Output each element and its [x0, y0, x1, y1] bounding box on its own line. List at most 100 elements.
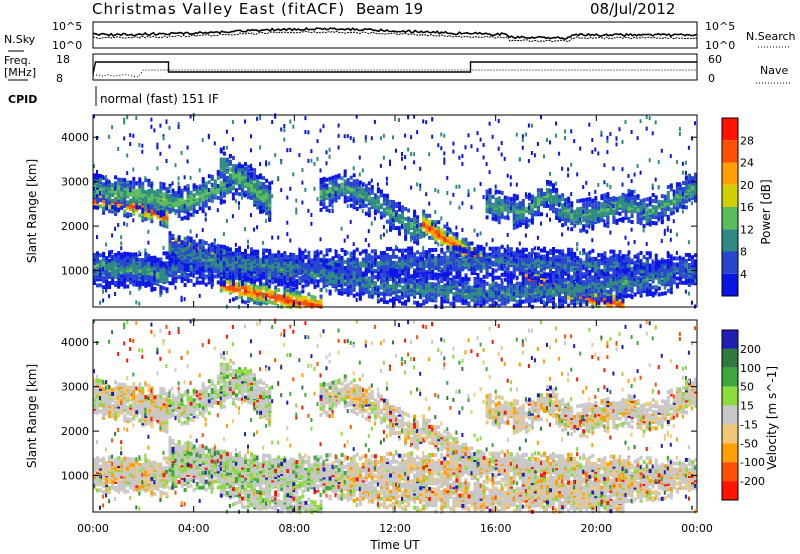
power-cell — [207, 194, 211, 199]
power-cell — [413, 300, 417, 305]
power-cell — [195, 260, 199, 265]
power-cell — [105, 175, 108, 179]
power-cell — [283, 259, 287, 264]
power-cell — [452, 232, 456, 237]
nave-series — [92, 69, 697, 78]
power-cell — [413, 270, 417, 275]
power-cell — [177, 243, 181, 248]
power-cell — [228, 167, 232, 172]
power-cell — [301, 295, 305, 300]
power-cell — [123, 213, 127, 218]
power-cell — [434, 223, 437, 228]
power-cell — [138, 142, 141, 147]
power-cell — [379, 285, 383, 290]
power-cell — [177, 241, 181, 245]
power-cell — [135, 116, 138, 120]
power-cell — [244, 266, 247, 271]
power-cell — [99, 204, 102, 209]
power-cell — [102, 175, 105, 179]
power-cell — [102, 206, 106, 211]
power-cell — [395, 202, 398, 207]
power-cell — [325, 177, 329, 182]
power-cell — [382, 257, 386, 261]
power-cell — [370, 249, 374, 254]
power-cell — [401, 285, 404, 290]
power-cell — [289, 186, 292, 191]
power-cell — [277, 250, 281, 255]
power-cell — [268, 161, 271, 166]
power-cell — [135, 280, 139, 285]
power-cell — [446, 277, 450, 282]
power-cell — [247, 169, 250, 174]
power-cell — [132, 133, 135, 138]
power-cell — [373, 249, 377, 254]
power-cell — [256, 285, 260, 290]
power-cell — [228, 284, 232, 289]
power-cell — [234, 164, 238, 169]
power-cell — [401, 291, 403, 296]
power-cell — [401, 209, 404, 214]
power-cell — [213, 246, 216, 251]
power-cell — [222, 274, 226, 279]
power-cell — [289, 148, 292, 153]
power-cell — [286, 261, 290, 266]
power-cell — [331, 200, 334, 205]
power-cell — [301, 250, 305, 255]
power-cell — [253, 286, 256, 291]
power-cell — [216, 175, 220, 180]
power-cell — [117, 185, 121, 190]
power-cell — [277, 282, 281, 287]
power-cell — [349, 135, 352, 140]
power-cell — [389, 162, 391, 166]
power-cell — [334, 178, 338, 183]
power-cell — [476, 283, 480, 288]
power-cell — [431, 282, 435, 287]
power-cell — [132, 252, 136, 257]
power-cell — [271, 180, 274, 185]
power-cell — [379, 265, 383, 270]
power-cell — [96, 183, 99, 188]
power-cell — [123, 221, 126, 226]
power-cell — [204, 217, 207, 222]
power-cell — [398, 205, 401, 210]
power-cell — [120, 196, 123, 201]
power-cell — [482, 246, 486, 251]
power-cell — [262, 258, 265, 263]
power-cell — [452, 292, 456, 297]
power-cell — [111, 233, 114, 238]
power-cell — [210, 254, 214, 259]
power-cell — [105, 202, 109, 207]
power-cell — [476, 253, 480, 257]
power-cell — [141, 207, 145, 212]
power-cell — [446, 255, 450, 260]
power-cell — [307, 158, 310, 163]
power-cell — [346, 196, 350, 201]
power-cell — [241, 285, 244, 290]
power-cell — [228, 154, 231, 159]
power-cell — [126, 190, 130, 195]
power-cell — [156, 258, 160, 263]
power-cell — [316, 265, 320, 270]
power-cell — [473, 267, 476, 272]
power-cell — [431, 254, 435, 258]
power-cell — [467, 241, 471, 246]
power-cell — [183, 263, 187, 268]
power-cell — [183, 267, 187, 272]
power-cell — [117, 208, 120, 213]
power-cell — [198, 280, 202, 285]
power-cell — [138, 269, 142, 273]
power-cell — [192, 259, 196, 264]
power-cell — [467, 289, 471, 294]
power-cell — [485, 242, 488, 247]
power-cell — [219, 249, 222, 254]
power-cell — [114, 191, 118, 196]
power-cell — [198, 245, 202, 250]
power-cell — [482, 279, 486, 284]
power-cell — [271, 235, 274, 240]
power-cell — [289, 255, 293, 260]
power-cell — [114, 292, 117, 296]
power-cell — [280, 160, 283, 165]
power-cell — [392, 135, 394, 140]
power-cell — [186, 250, 190, 254]
power-cell — [286, 148, 289, 153]
